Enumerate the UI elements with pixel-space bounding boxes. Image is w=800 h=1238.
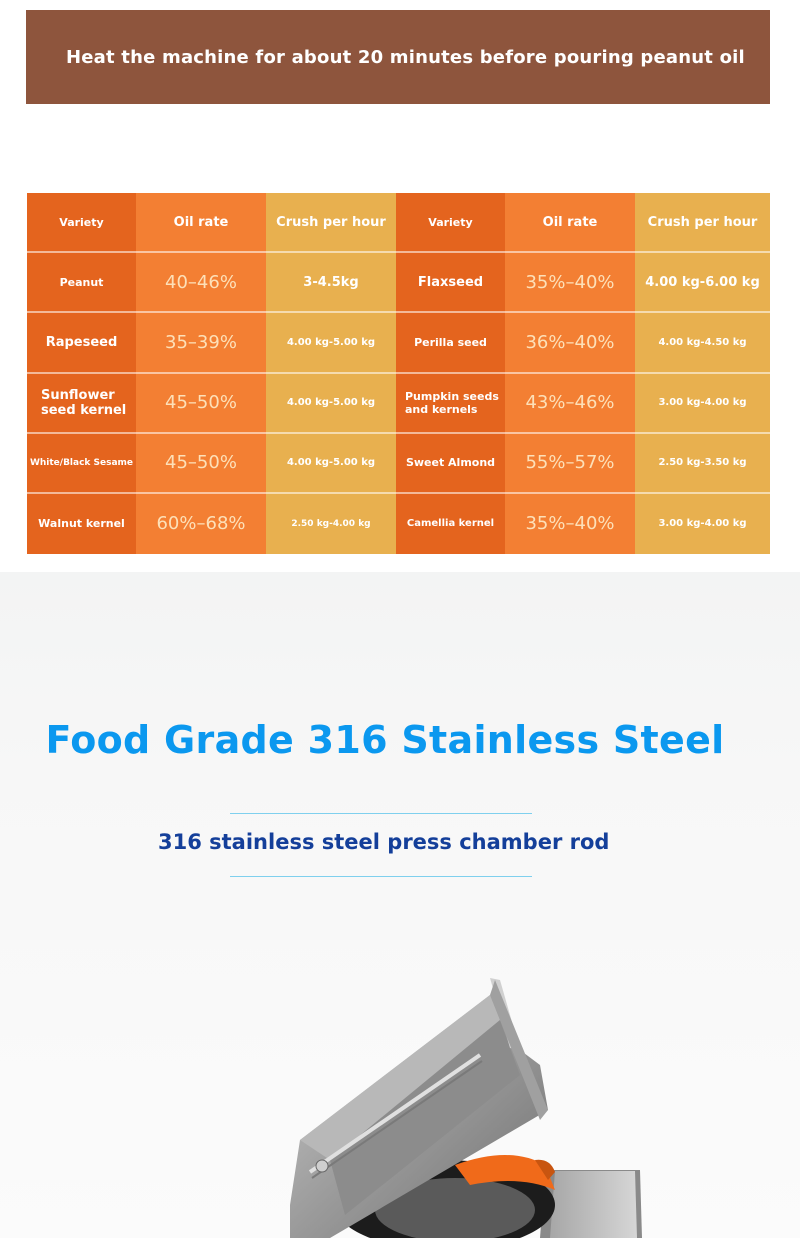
crush-cell: 3.00 kg-4.00 kg bbox=[635, 373, 770, 434]
variety-cell: Sweet Almond bbox=[396, 433, 505, 494]
variety-cell: Walnut kernel bbox=[27, 493, 136, 554]
header-oil-rate-right: Oil rate bbox=[505, 193, 635, 254]
crush-cell: 4.00 kg-6.00 kg bbox=[635, 253, 770, 314]
variety-cell: Perilla seed bbox=[396, 313, 505, 374]
banner-text: Heat the machine for about 20 minutes be… bbox=[66, 46, 745, 68]
variety-cell: Rapeseed bbox=[27, 313, 136, 374]
oil-yield-table: Variety Oil rate Crush per hour Variety … bbox=[27, 193, 770, 554]
crush-cell: 2.50 kg-3.50 kg bbox=[635, 433, 770, 494]
divider-bottom bbox=[230, 876, 532, 877]
crush-cell: 4.00 kg-5.00 kg bbox=[266, 313, 396, 374]
oil-rate-cell: 60%–68% bbox=[136, 493, 266, 554]
oil-rate-cell: 45–50% bbox=[136, 433, 266, 494]
oil-rate-cell: 40–46% bbox=[136, 253, 266, 314]
header-crush-right: Crush per hour bbox=[635, 193, 770, 254]
variety-cell: Sunflower seed kernel bbox=[27, 373, 136, 434]
oil-rate-cell: 36%–40% bbox=[505, 313, 635, 374]
crush-cell: 4.00 kg-5.00 kg bbox=[266, 433, 396, 494]
oil-press-machine-image bbox=[290, 978, 642, 1238]
oil-rate-cell: 43%–46% bbox=[505, 373, 635, 434]
crush-cell: 3.00 kg-4.00 kg bbox=[635, 493, 770, 554]
oil-rate-cell: 35–39% bbox=[136, 313, 266, 374]
feature-headline: Food Grade 316 Stainless Steel bbox=[45, 718, 725, 762]
header-oil-rate-left: Oil rate bbox=[136, 193, 266, 254]
variety-cell: White/Black Sesame bbox=[27, 433, 136, 494]
oil-rate-cell: 45–50% bbox=[136, 373, 266, 434]
header-crush-left: Crush per hour bbox=[266, 193, 396, 254]
variety-cell: Pumpkin seeds and kernels bbox=[396, 373, 505, 434]
variety-cell: Peanut bbox=[27, 253, 136, 314]
oil-rate-cell: 35%–40% bbox=[505, 253, 635, 314]
crush-cell: 4.00 kg-4.50 kg bbox=[635, 313, 770, 374]
variety-cell: Flaxseed bbox=[396, 253, 505, 314]
feature-subheadline: 316 stainless steel press chamber rod bbox=[158, 830, 610, 854]
crush-cell: 2.50 kg-4.00 kg bbox=[266, 493, 396, 554]
crush-cell: 4.00 kg-5.00 kg bbox=[266, 373, 396, 434]
preheat-instruction-banner: Heat the machine for about 20 minutes be… bbox=[26, 10, 770, 104]
header-variety-right: Variety bbox=[396, 193, 505, 254]
crush-cell: 3-4.5kg bbox=[266, 253, 396, 314]
divider-top bbox=[230, 813, 532, 814]
header-variety-left: Variety bbox=[27, 193, 136, 254]
variety-cell: Camellia kernel bbox=[396, 493, 505, 554]
oil-rate-cell: 35%–40% bbox=[505, 493, 635, 554]
oil-rate-cell: 55%–57% bbox=[505, 433, 635, 494]
